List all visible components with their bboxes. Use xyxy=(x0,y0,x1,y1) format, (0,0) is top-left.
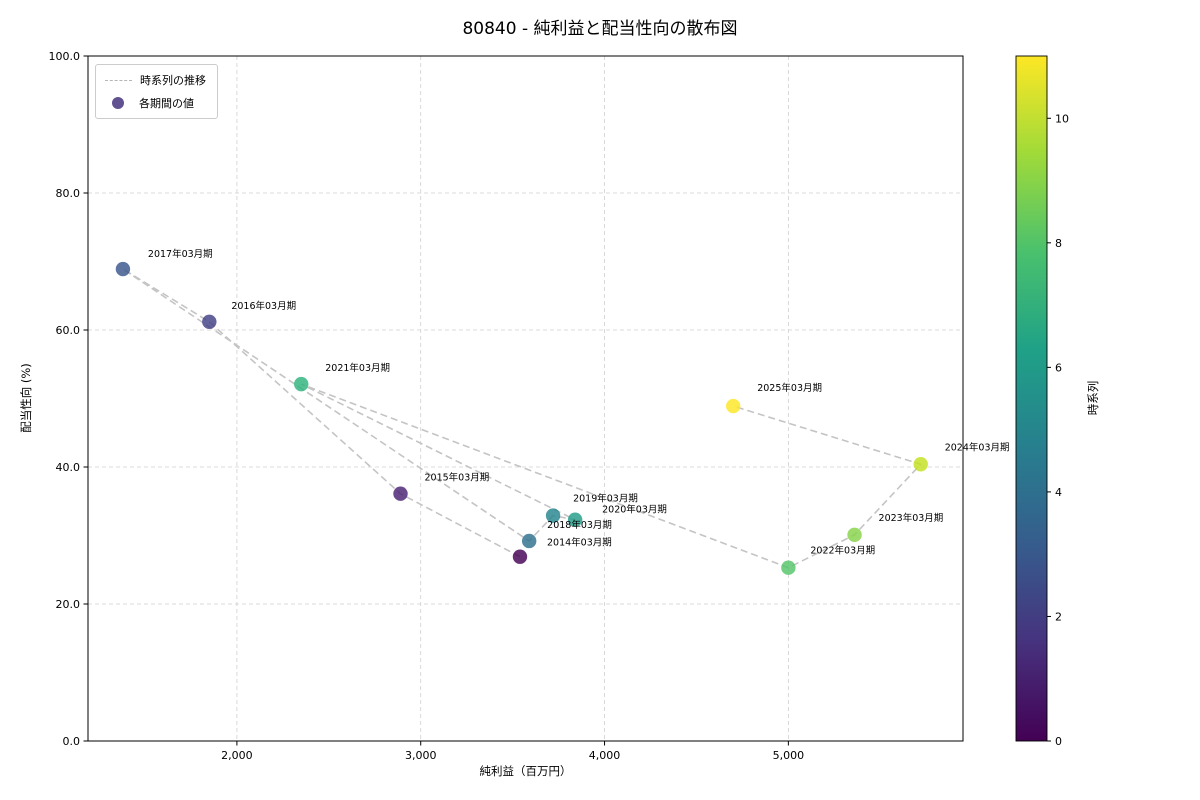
time-series-line xyxy=(122,268,923,569)
data-point-2017年03月期 xyxy=(115,261,131,277)
colorbar-label: 時系列 xyxy=(1086,380,1100,416)
y-axis-label: 配当性向 (%) xyxy=(19,363,33,433)
legend-row-marker: 各期間の値 xyxy=(105,95,206,111)
colorbar-tick-label: 8 xyxy=(1055,237,1062,250)
point-annotation: 2025年03月期 xyxy=(757,382,822,394)
data-point-2021年03月期 xyxy=(294,376,309,392)
axes-border xyxy=(87,55,964,742)
chart-title: 80840 - 純利益と配当性向の散布図 xyxy=(462,19,738,39)
colorbar-tick-label: 0 xyxy=(1055,735,1062,748)
x-axis-label: 純利益（百万円） xyxy=(479,764,572,778)
data-point-2014年03月期 xyxy=(512,549,528,564)
colorbar-tick-label: 6 xyxy=(1055,361,1062,374)
point-annotation: 2023年03月期 xyxy=(879,512,944,524)
colorbar-tick-label: 4 xyxy=(1055,486,1062,499)
data-point-2024年03月期 xyxy=(913,457,928,472)
x-tick-label: 3,000 xyxy=(405,749,437,762)
data-point-2018年03月期 xyxy=(521,533,537,549)
point-annotation: 2020年03月期 xyxy=(602,504,667,516)
y-tick-label: 40.0 xyxy=(56,461,81,474)
data-point-2020年03月期 xyxy=(567,512,583,527)
point-annotation: 2022年03月期 xyxy=(810,545,875,557)
y-tick-label: 0.0 xyxy=(63,735,81,748)
colorbar xyxy=(1015,55,1048,742)
data-point-2025年03月期 xyxy=(726,398,741,414)
colorbar-tick-label: 10 xyxy=(1055,112,1069,125)
colorbar-tick-label: 2 xyxy=(1055,610,1062,623)
data-point-2016年03月期 xyxy=(202,314,217,329)
point-annotation: 2021年03月期 xyxy=(325,362,390,374)
legend: 時系列の推移 各期間の値 xyxy=(95,64,218,119)
y-tick-label: 60.0 xyxy=(56,324,81,337)
data-point-2023年03月期 xyxy=(847,527,862,543)
point-annotation: 2018年03月期 xyxy=(547,519,612,531)
data-point-2019年03月期 xyxy=(545,508,561,523)
marker-swatch xyxy=(112,97,124,109)
y-tick-label: 80.0 xyxy=(56,187,81,200)
point-annotation: 2017年03月期 xyxy=(148,248,213,260)
y-tick-label: 100.0 xyxy=(49,50,81,63)
dashed-line-swatch xyxy=(105,79,132,81)
data-point-2015年03月期 xyxy=(393,486,408,501)
x-tick-label: 2,000 xyxy=(221,749,253,762)
legend-row-line: 時系列の推移 xyxy=(105,72,206,88)
data-point-2022年03月期 xyxy=(781,560,796,575)
point-annotation: 2015年03月期 xyxy=(425,472,490,484)
point-annotation: 2024年03月期 xyxy=(945,441,1010,453)
point-annotation: 2016年03月期 xyxy=(231,300,296,312)
legend-marker-label: 各期間の値 xyxy=(139,97,194,110)
x-tick-label: 5,000 xyxy=(773,749,805,762)
y-tick-label: 20.0 xyxy=(56,598,81,611)
x-tick-label: 4,000 xyxy=(589,749,621,762)
legend-line-label: 時系列の推移 xyxy=(140,74,206,87)
point-annotation: 2014年03月期 xyxy=(547,537,612,549)
point-annotation: 2019年03月期 xyxy=(573,493,638,505)
